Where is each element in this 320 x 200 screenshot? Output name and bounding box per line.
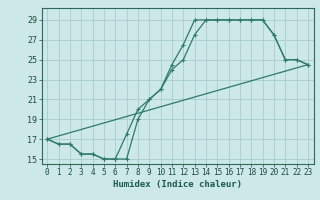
X-axis label: Humidex (Indice chaleur): Humidex (Indice chaleur): [113, 180, 242, 189]
